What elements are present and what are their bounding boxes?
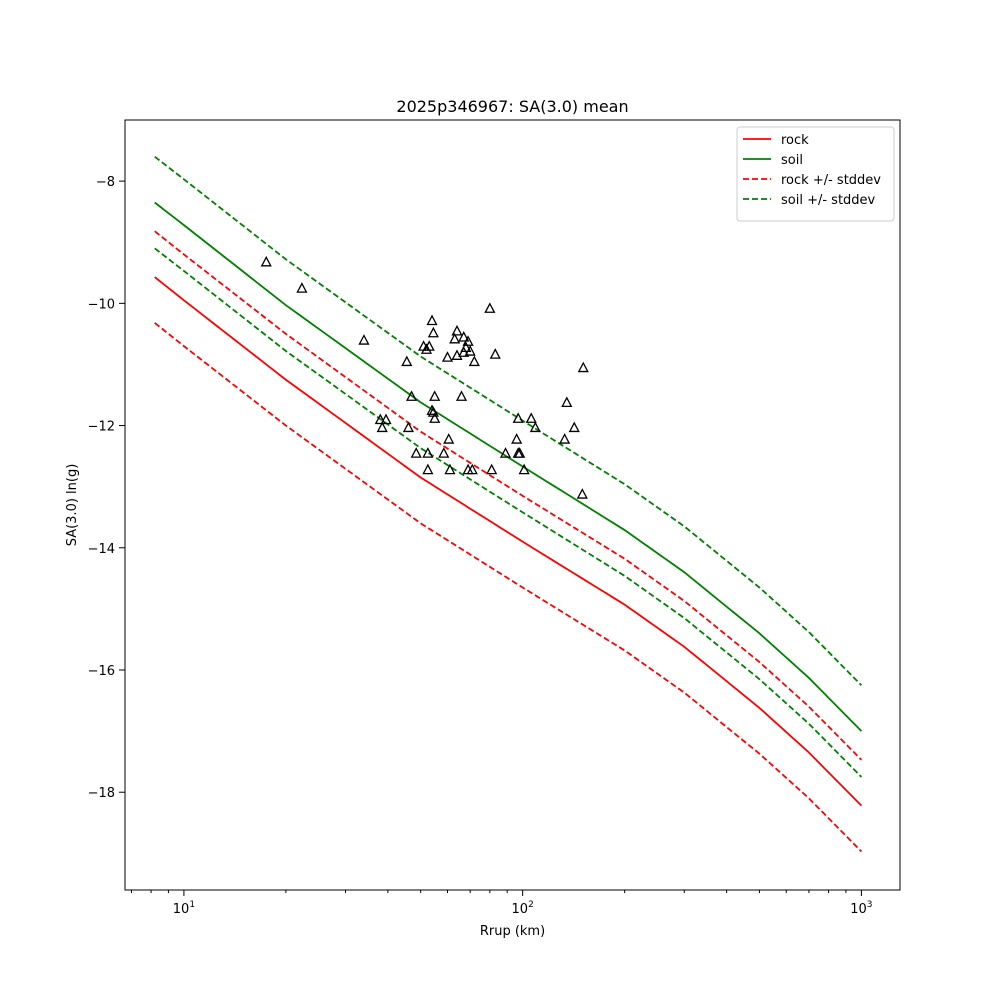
observation-point xyxy=(376,421,388,433)
observation-point xyxy=(460,341,472,353)
series-line-2 xyxy=(154,230,863,761)
observation-point xyxy=(422,447,434,458)
legend: rock soil rock +/- stddev soil +/- stddev xyxy=(736,126,895,222)
observation-point xyxy=(499,447,512,458)
y-tick-label: −18 xyxy=(88,786,115,801)
observation-point xyxy=(374,413,386,425)
legend-label: rock +/- stddev xyxy=(781,173,881,188)
observation-point xyxy=(559,433,571,444)
observation-point xyxy=(429,412,441,423)
series-line-4 xyxy=(154,155,863,686)
observation-point xyxy=(458,331,470,342)
observation-point xyxy=(489,348,501,359)
observation-point xyxy=(410,447,422,458)
series-line-5 xyxy=(154,247,863,778)
observation-point xyxy=(484,302,496,313)
plot-frame xyxy=(124,119,901,891)
observation-point xyxy=(420,343,433,354)
observation-point xyxy=(444,463,456,475)
observation-point xyxy=(568,421,580,433)
observation-point xyxy=(380,413,392,425)
series-line-0 xyxy=(154,276,863,807)
observation-point xyxy=(464,345,476,356)
observation-point xyxy=(576,488,588,499)
observation-point xyxy=(455,390,468,401)
x-tick-label: 103 xyxy=(850,900,872,917)
chart-title: 2025p346967: SA(3.0) mean xyxy=(396,97,628,116)
series-line-1 xyxy=(154,201,863,732)
y-tick-label: −8 xyxy=(96,175,115,190)
y-tick-label: −16 xyxy=(88,664,115,679)
observation-point xyxy=(451,324,463,336)
legend-box xyxy=(736,126,895,222)
observation-point xyxy=(561,396,573,408)
observation-point xyxy=(525,412,537,423)
observation-point xyxy=(486,463,498,475)
observation-point xyxy=(406,390,418,401)
y-tick-label: −12 xyxy=(88,420,115,435)
y-axis: −8 −10 −12 −14 −16 −18 xyxy=(88,175,125,801)
observation-point xyxy=(577,361,589,373)
observation-point xyxy=(423,340,435,351)
observation-point xyxy=(466,463,478,475)
observation-point xyxy=(402,421,414,433)
observation-point xyxy=(401,355,413,367)
observation-point xyxy=(260,255,272,267)
x-axis-label: Rrup (km) xyxy=(480,924,545,939)
observation-point xyxy=(358,334,370,345)
series-line-3 xyxy=(154,322,863,853)
observation-point xyxy=(443,433,455,444)
observation-point xyxy=(426,314,438,326)
observation-point xyxy=(449,332,461,344)
observation-point xyxy=(511,433,523,444)
observation-point xyxy=(438,447,450,458)
x-tick-label: 102 xyxy=(512,900,534,917)
y-tick-label: −14 xyxy=(88,542,115,557)
legend-label: rock xyxy=(781,133,809,148)
plot-content xyxy=(154,155,863,853)
observation-point xyxy=(441,351,454,362)
y-tick-label: −10 xyxy=(88,297,115,312)
observation-point xyxy=(529,421,541,433)
observation-point xyxy=(514,447,526,458)
observation-point xyxy=(518,463,530,475)
x-tick-label: 101 xyxy=(173,900,195,917)
observation-point xyxy=(296,282,308,293)
legend-label: soil xyxy=(781,153,803,168)
observation-point xyxy=(429,390,441,401)
observation-point xyxy=(468,355,480,367)
y-axis-label: SA(3.0) ln(g) xyxy=(65,464,80,547)
observation-point xyxy=(512,412,524,423)
legend-label: soil +/- stddev xyxy=(781,193,876,208)
x-axis: 101 102 103 xyxy=(130,890,873,917)
observation-point xyxy=(462,335,474,346)
observation-point xyxy=(422,463,434,475)
observation-point xyxy=(427,326,439,338)
